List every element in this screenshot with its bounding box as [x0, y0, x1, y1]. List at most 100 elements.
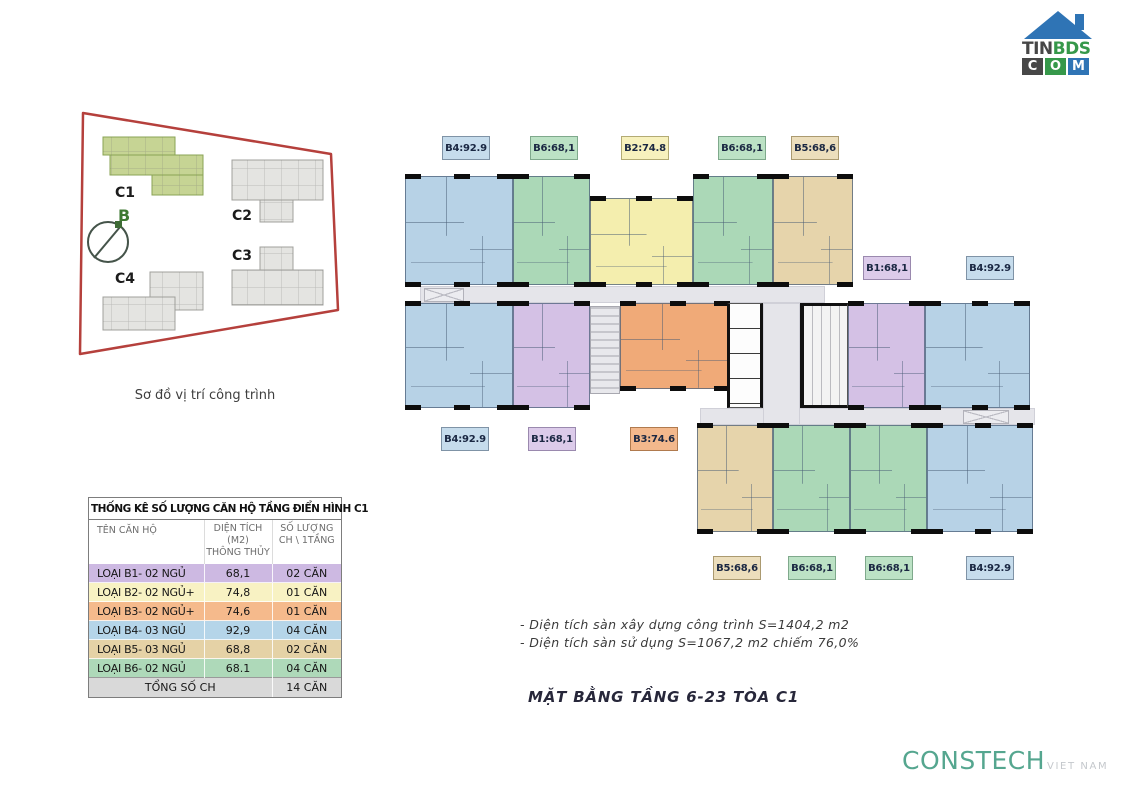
building-grid-overlay: [110, 155, 203, 175]
apartment-unit: [405, 301, 513, 410]
unit-area-label: B4:92.9: [441, 427, 489, 451]
building-label: C2: [232, 208, 252, 224]
stats-header-row: TÊN CĂN HỘ DIỆN TÍCH (M2) THÔNG THỦY SỐ …: [89, 520, 341, 564]
apartment-unit: [773, 423, 850, 534]
unit-type-cell: LOẠI B3- 02 NGỦ+: [89, 601, 204, 621]
table-row: LOẠI B6- 02 NGỦ 68.1 04 CĂN: [89, 658, 341, 678]
wall-segment: [773, 529, 789, 534]
area-cell: 68,8: [203, 639, 272, 659]
constech-logo: CONSTECH VIET NAM: [902, 746, 1108, 775]
wall-segment: [834, 423, 850, 428]
wall-segment: [636, 196, 653, 201]
building-label: C3: [232, 248, 252, 264]
total-count-cell: 14 CĂN: [271, 677, 341, 697]
wall-segment: [974, 529, 991, 534]
apartment-unit: [697, 423, 773, 534]
wall-segment: [620, 386, 636, 391]
wall-segment: [497, 174, 513, 179]
wall-segment: [757, 423, 773, 428]
area-cell: 68,1: [203, 563, 272, 583]
wall-segment: [669, 386, 686, 391]
wall-segment: [574, 282, 590, 287]
elevator-core: [727, 303, 763, 408]
table-row: LOẠI B3- 02 NGỦ+ 74,6 01 CĂN: [89, 601, 341, 621]
wall-segment: [697, 529, 713, 534]
wall-segment: [850, 529, 866, 534]
logo-wordmark: TINBDS: [1022, 39, 1091, 59]
area-cell: 74,6: [203, 601, 272, 621]
building-grid-overlay: [103, 297, 175, 330]
wall-segment: [405, 282, 421, 287]
wall-segment: [1017, 529, 1033, 534]
wall-segment: [453, 301, 470, 306]
unit-type-cell: LOẠI B6- 02 NGỦ: [89, 658, 204, 678]
wall-segment: [909, 301, 925, 306]
logo-com-letter: O: [1045, 58, 1066, 75]
wall-segment: [405, 174, 421, 179]
wall-segment: [927, 529, 943, 534]
area-cell: 92,9: [203, 620, 272, 640]
building-label: C1: [115, 185, 135, 201]
wall-segment: [834, 529, 850, 534]
wall-segment: [453, 174, 470, 179]
wall-segment: [911, 423, 927, 428]
wall-segment: [974, 423, 991, 428]
wall-segment: [693, 174, 709, 179]
wall-segment: [927, 423, 943, 428]
wall-segment: [773, 174, 789, 179]
wall-segment: [497, 282, 513, 287]
wall-segment: [757, 529, 773, 534]
unit-area-label: B6:68,1: [788, 556, 836, 580]
constech-brand: CONSTECH: [902, 746, 1046, 775]
wall-segment: [677, 282, 693, 287]
house-icon: [1024, 11, 1092, 39]
wall-segment: [972, 301, 989, 306]
wall-segment: [925, 405, 941, 410]
building-grid-overlay: [152, 175, 203, 195]
wall-segment: [590, 196, 606, 201]
stair-core: [800, 303, 848, 408]
unit-stats-table: THỐNG KÊ SỐ LƯỢNG CĂN HỘ TẦNG ĐIỂN HÌNH …: [88, 497, 369, 698]
wall-segment: [453, 405, 470, 410]
building-grid-overlay: [103, 137, 175, 155]
logo-com-letter: M: [1068, 58, 1089, 75]
logo-com-letter: C: [1022, 58, 1043, 75]
wall-segment: [574, 405, 590, 410]
wall-segment: [909, 405, 925, 410]
wall-segment: [911, 529, 927, 534]
apartment-unit: [620, 301, 730, 391]
apartment-unit: [590, 196, 693, 287]
wall-segment: [513, 174, 529, 179]
floor-area-notes: - Diện tích sàn xây dựng công trình S=14…: [520, 616, 859, 652]
apartment-unit: [513, 301, 590, 410]
unit-area-label: B4:92.9: [966, 556, 1014, 580]
void-box: [424, 288, 464, 302]
wall-segment: [972, 405, 989, 410]
apartment-unit: [848, 301, 925, 410]
plan-title: MẶT BẰNG TẦNG 6-23 TÒA C1: [528, 688, 800, 706]
unit-area-label: B6:68,1: [530, 136, 578, 160]
north-label: B: [118, 206, 130, 225]
apartment-unit: [927, 423, 1033, 534]
count-cell: 04 CĂN: [271, 620, 341, 640]
unit-area-label: B2:74.8: [621, 136, 669, 160]
wall-segment: [837, 282, 853, 287]
wall-segment: [497, 405, 513, 410]
wall-segment: [1014, 405, 1030, 410]
stair-shaft: [590, 306, 620, 394]
building-grid-overlay: [232, 160, 323, 200]
note-line: - Diện tích sàn sử dụng S=1067,2 m2 chiế…: [520, 635, 860, 650]
col-header-count: SỐ LƯỢNG CH \ 1TẦNG: [271, 520, 341, 564]
apartment-unit: [513, 174, 590, 287]
building-grid-overlay: [232, 270, 323, 305]
wall-segment: [714, 301, 730, 306]
unit-type-cell: LOẠI B5- 03 NGỦ: [89, 639, 204, 659]
table-row: LOẠI B4- 03 NGỦ 92,9 04 CĂN: [89, 620, 341, 640]
unit-area-label: B1:68,1: [528, 427, 576, 451]
wall-segment: [773, 423, 789, 428]
wall-segment: [405, 301, 421, 306]
area-cell: 68.1: [203, 658, 272, 678]
wall-segment: [850, 423, 866, 428]
wall-segment: [590, 282, 606, 287]
logo-com-row: C O M: [1022, 58, 1089, 75]
